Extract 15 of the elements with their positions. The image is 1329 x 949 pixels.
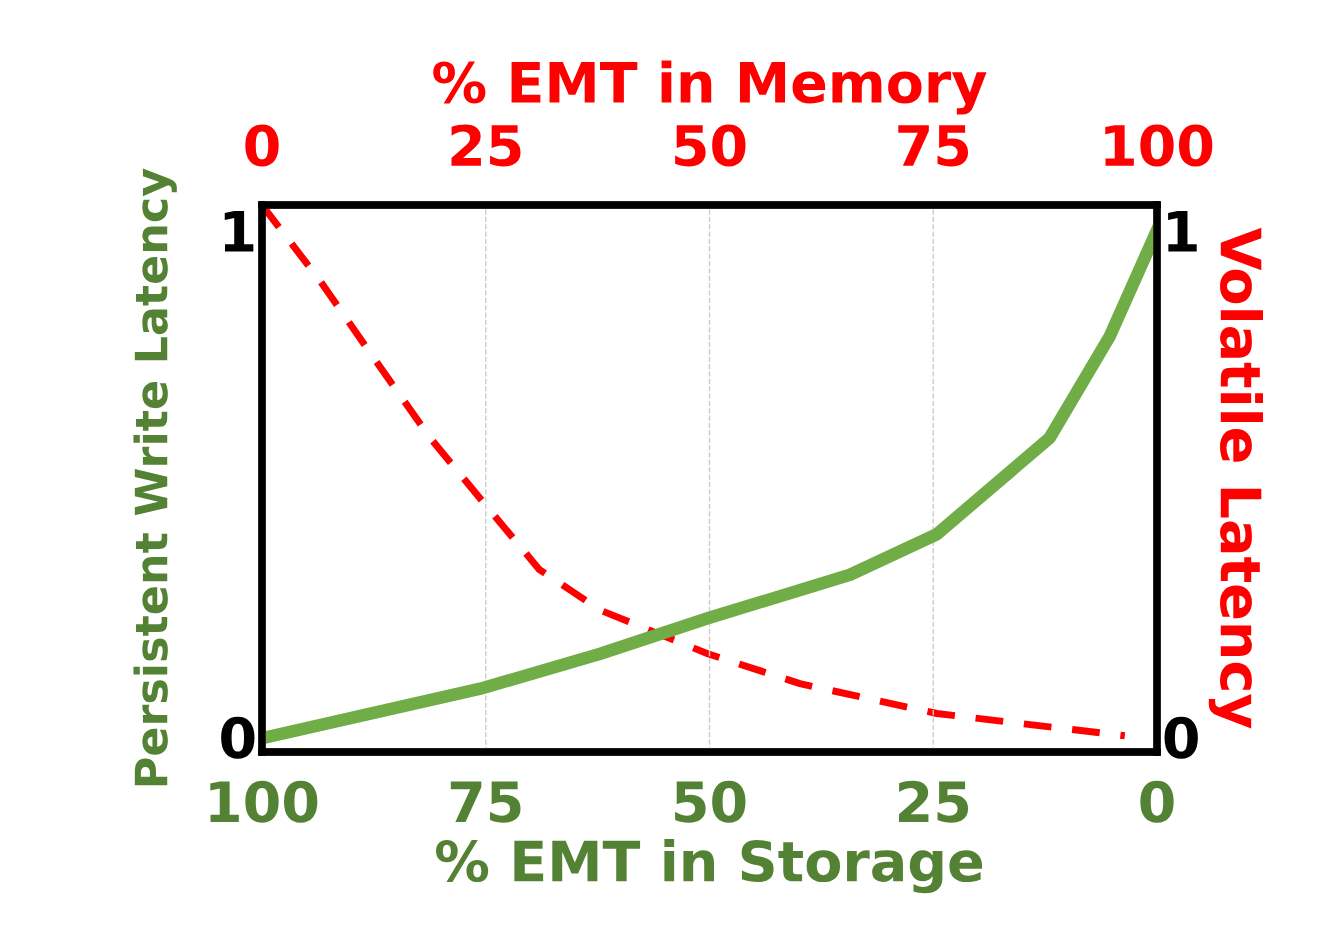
y2-tick-label: 0 [1164,716,1198,759]
x-axis-title: % EMT in Storage [436,839,983,894]
y2-axis-title: Volatile Latency [1208,227,1264,729]
y-axis-title: Persistent Write Latency [133,168,177,786]
x2-tick-label: 100 [1105,124,1213,167]
x-tick-label: 75 [450,781,521,823]
x2-tick-label: 50 [675,124,746,167]
x-tick-label: 25 [898,780,969,823]
x-tick-label: 100 [210,780,318,823]
x2-tick-label: 75 [898,125,969,167]
y2-tick-label: 1 [1168,210,1197,252]
x2-axis-title: % EMT in Memory [433,60,987,115]
x-tick-label: 50 [675,780,746,823]
x2-tick-label: 25 [451,124,521,167]
x-tick-label: 0 [1140,780,1174,823]
